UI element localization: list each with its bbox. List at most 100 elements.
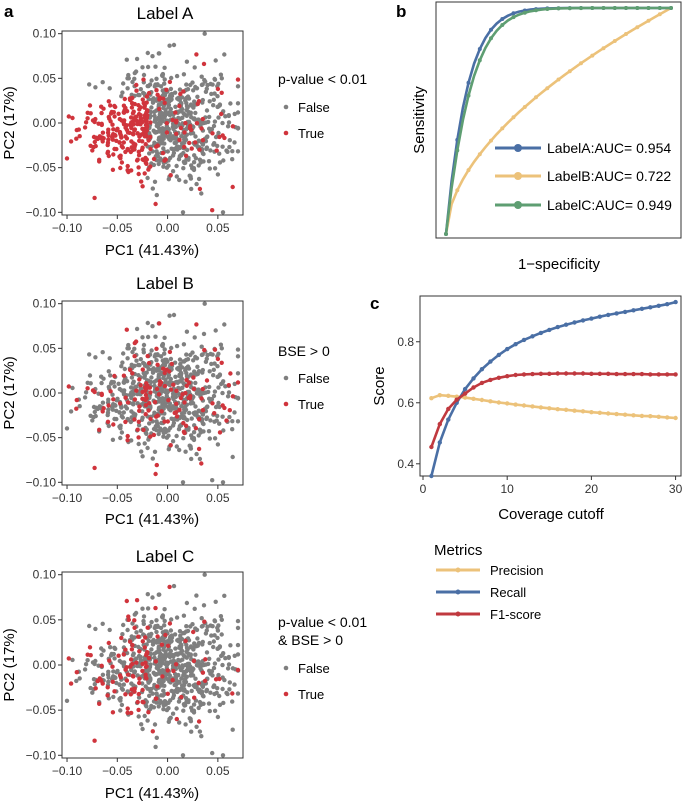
point-true bbox=[116, 111, 121, 117]
point-false bbox=[117, 682, 122, 687]
legend-title: p-value < 0.01 bbox=[278, 71, 367, 87]
point-false bbox=[82, 667, 88, 672]
point-false bbox=[150, 324, 155, 329]
point-true bbox=[187, 140, 192, 146]
point-false bbox=[187, 682, 192, 688]
point-false bbox=[181, 381, 186, 386]
point-false bbox=[212, 389, 218, 394]
point-false bbox=[235, 691, 241, 696]
point-false bbox=[204, 134, 210, 140]
point-false bbox=[211, 103, 216, 108]
point-false bbox=[152, 655, 157, 660]
roc-point bbox=[477, 47, 482, 51]
point-false bbox=[185, 105, 190, 110]
point-false bbox=[164, 660, 170, 665]
point-false bbox=[175, 638, 180, 643]
point-false bbox=[162, 127, 167, 132]
point-true bbox=[121, 120, 127, 126]
point-true bbox=[130, 101, 135, 106]
point-false bbox=[164, 435, 170, 440]
point-true bbox=[141, 77, 146, 82]
y-tick-label: 0.05 bbox=[33, 613, 57, 627]
point-true bbox=[113, 104, 118, 110]
point-false bbox=[121, 81, 126, 86]
point-false bbox=[171, 583, 177, 589]
point-false bbox=[199, 616, 204, 621]
point-false bbox=[171, 396, 176, 402]
point-true bbox=[159, 642, 165, 647]
point-false bbox=[212, 361, 217, 366]
point-false bbox=[220, 686, 225, 692]
point-false bbox=[144, 704, 149, 709]
roc-point bbox=[669, 6, 673, 10]
point-false bbox=[132, 70, 137, 76]
score-point bbox=[538, 330, 544, 336]
legend-marker-labelb bbox=[514, 172, 522, 180]
point-false bbox=[227, 680, 232, 685]
point-true bbox=[140, 157, 145, 162]
roc-point bbox=[624, 6, 628, 10]
point-false bbox=[144, 431, 149, 436]
point-true bbox=[136, 171, 141, 177]
point-false bbox=[154, 735, 159, 740]
point-true bbox=[123, 149, 128, 155]
roc-point bbox=[466, 168, 471, 173]
point-true bbox=[108, 103, 113, 108]
point-true bbox=[157, 321, 162, 326]
point-false bbox=[210, 750, 215, 756]
point-true bbox=[162, 158, 167, 163]
point-true bbox=[217, 676, 222, 682]
point-false bbox=[150, 595, 155, 600]
point-true bbox=[136, 153, 142, 158]
point-true bbox=[136, 691, 141, 697]
point-false bbox=[235, 347, 241, 352]
score-point bbox=[429, 444, 434, 450]
point-false bbox=[185, 647, 190, 652]
point-false bbox=[113, 646, 118, 651]
point-true bbox=[220, 403, 225, 408]
point-false bbox=[144, 699, 149, 705]
point-true bbox=[100, 681, 105, 686]
point-true bbox=[140, 661, 145, 667]
score-point bbox=[488, 377, 493, 383]
point-false bbox=[171, 150, 177, 156]
point-false bbox=[207, 384, 212, 390]
point-false bbox=[144, 427, 149, 432]
point-false bbox=[189, 433, 194, 438]
point-false bbox=[161, 430, 166, 436]
point-false bbox=[213, 328, 218, 333]
point-true bbox=[178, 395, 184, 401]
panel-letter-a: a bbox=[4, 2, 14, 21]
scatter-panel-c: Label C −0.10 −0.05 0.00 0.05 −0.10 −0.05 0.00… bbox=[1, 547, 367, 802]
point-false bbox=[235, 625, 241, 631]
point-true bbox=[118, 675, 124, 680]
scatter-title: Label C bbox=[136, 547, 195, 566]
point-false bbox=[87, 373, 93, 378]
point-true bbox=[134, 660, 139, 665]
point-false bbox=[174, 706, 179, 711]
point-true bbox=[97, 157, 102, 162]
point-false bbox=[161, 707, 166, 712]
point-true bbox=[174, 401, 179, 406]
point-true bbox=[168, 387, 174, 392]
point-false bbox=[211, 373, 216, 378]
point-false bbox=[100, 621, 105, 626]
point-true bbox=[146, 408, 151, 413]
point-false bbox=[130, 653, 136, 658]
score-point bbox=[462, 391, 468, 396]
point-false bbox=[145, 334, 151, 340]
point-true bbox=[145, 625, 150, 630]
point-false bbox=[200, 82, 205, 87]
point-true bbox=[182, 130, 187, 135]
y-tick-label: 0.8 bbox=[397, 335, 414, 349]
legend-label-true: True bbox=[298, 397, 324, 412]
point-false bbox=[181, 436, 186, 441]
point-false bbox=[182, 672, 187, 677]
point-false bbox=[184, 600, 190, 606]
point-true bbox=[138, 105, 143, 110]
x-tick-label: −0.05 bbox=[102, 764, 133, 778]
point-false bbox=[160, 111, 166, 116]
point-false bbox=[171, 654, 176, 659]
point-false bbox=[194, 724, 199, 729]
point-true bbox=[219, 111, 224, 117]
